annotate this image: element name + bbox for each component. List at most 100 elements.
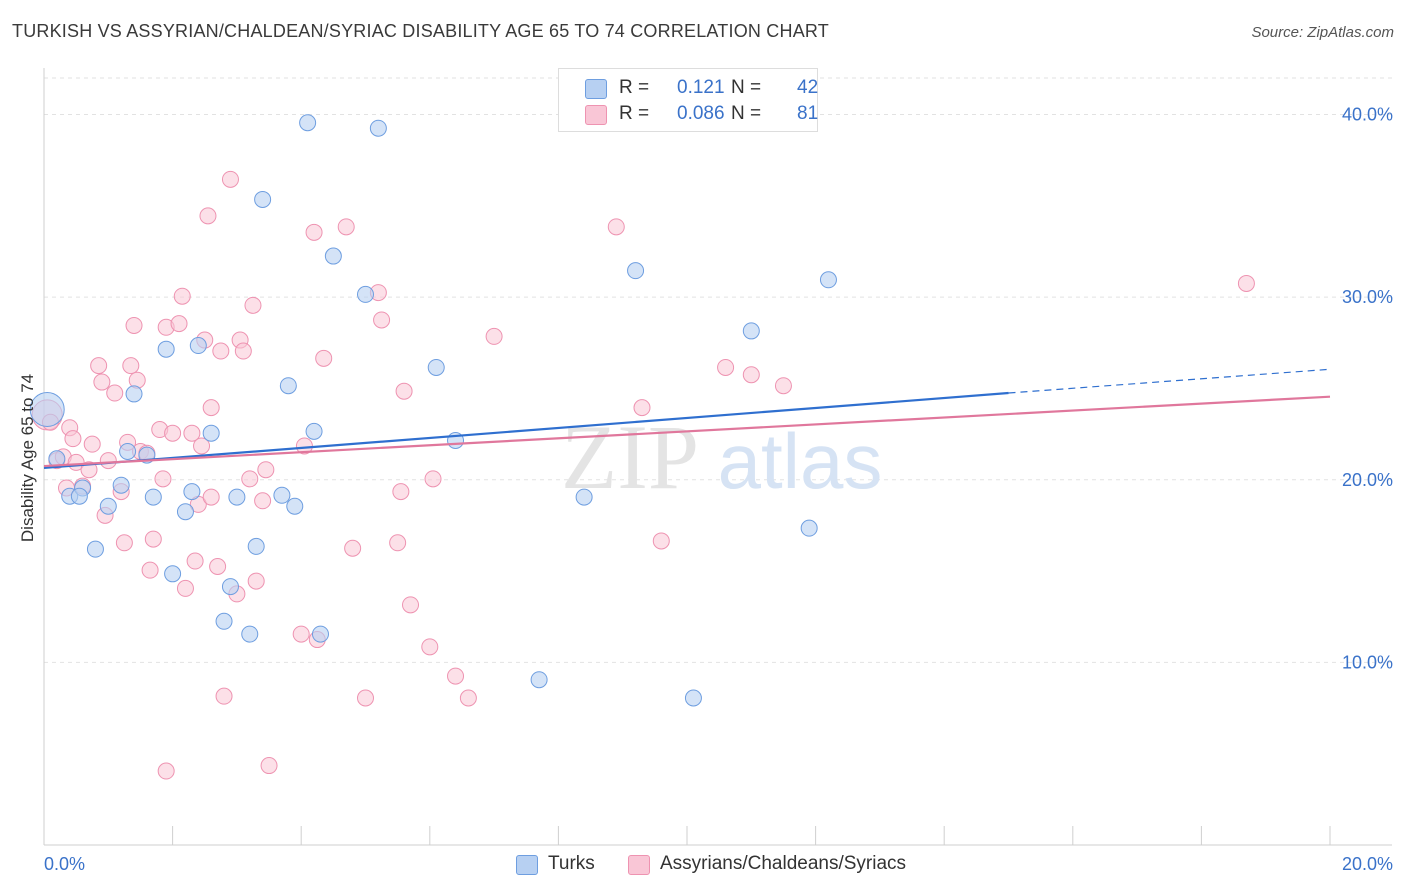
assyrians-point <box>652 532 670 550</box>
assyrians-point <box>221 170 239 188</box>
turks-point <box>286 497 304 515</box>
turks-point <box>144 488 162 506</box>
assyrians-swatch <box>585 105 607 125</box>
turks-point <box>99 497 117 515</box>
trend-lines <box>43 368 1331 469</box>
assyrians-point <box>212 342 230 360</box>
assyrians-point <box>141 561 159 579</box>
turks-trend-line <box>43 391 1009 469</box>
turks-point <box>684 689 702 707</box>
turks-point <box>273 486 291 504</box>
assyrians-point <box>170 315 188 333</box>
assyrians-legend-swatch <box>628 855 650 875</box>
legend-n-value-assyrians: 81 <box>797 103 819 124</box>
turks-point <box>254 190 272 208</box>
assyrians-point <box>90 357 108 375</box>
legend-n-value-turks: 42 <box>797 77 819 98</box>
turks-point <box>119 442 137 460</box>
assyrians-point <box>395 382 413 400</box>
assyrians-point <box>424 470 442 488</box>
turks-point <box>530 671 548 689</box>
legend-r-label: R = <box>619 103 650 124</box>
turks-point <box>369 119 387 137</box>
turks-point <box>164 565 182 583</box>
assyrians-point <box>244 296 262 314</box>
x-tick-label: 20.0% <box>1342 854 1393 874</box>
watermark-atlas: atlas <box>718 417 883 505</box>
turks-point <box>157 340 175 358</box>
assyrians-point <box>742 366 760 384</box>
assyrians-point <box>389 534 407 552</box>
turks-point <box>324 247 342 265</box>
turks-point <box>427 358 445 376</box>
turks-point <box>86 540 104 558</box>
assyrians-point <box>106 384 124 402</box>
tick-labels: 10.0% 20.0% 30.0% 40.0% 0.0% 20.0% <box>44 105 1393 874</box>
assyrians-point <box>459 689 477 707</box>
turks-point <box>627 262 645 280</box>
assyrians-point <box>607 218 625 236</box>
chart-title: TURKISH VS ASSYRIAN/CHALDEAN/SYRIAC DISA… <box>12 21 829 41</box>
turks-point <box>112 476 130 494</box>
assyrians-point <box>392 483 410 501</box>
assyrians-point <box>64 430 82 448</box>
assyrians-point <box>209 558 227 576</box>
assyrians-point <box>247 572 265 590</box>
assyrians-point <box>202 399 220 417</box>
assyrians-point <box>173 287 191 305</box>
assyrians-point <box>402 596 420 614</box>
assyrians-point <box>241 470 259 488</box>
turks-point <box>742 322 760 340</box>
turks-point <box>29 391 65 427</box>
assyrians-point <box>774 377 792 395</box>
y-tick-label: 20.0% <box>1342 470 1393 490</box>
assyrians-point <box>93 373 111 391</box>
assyrians-point <box>254 492 272 510</box>
assyrians-point <box>199 207 217 225</box>
turks-point <box>279 377 297 395</box>
assyrians-point <box>447 667 465 685</box>
turks-point <box>183 483 201 501</box>
legend-r-label: R = <box>619 77 650 98</box>
assyrians-point <box>115 534 133 552</box>
assyrians-point <box>157 762 175 780</box>
y-tick-label: 10.0% <box>1342 652 1393 672</box>
turks-point <box>176 503 194 521</box>
y-axis-title: Disability Age 65 to 74 <box>18 373 37 543</box>
assyrians-point <box>337 218 355 236</box>
watermark: ZIP atlas <box>561 406 882 508</box>
turks-point <box>575 488 593 506</box>
turks-point <box>221 578 239 596</box>
turks-point <box>202 424 220 442</box>
y-tick-label: 40.0% <box>1342 105 1393 125</box>
assyrians-point <box>183 424 201 442</box>
source-credit: Source: ZipAtlas.com <box>1251 24 1394 41</box>
turks-point <box>241 625 259 643</box>
assyrians-point <box>99 452 117 470</box>
turks-point <box>819 271 837 289</box>
assyrians-point <box>176 579 194 597</box>
legend-n-label: N = <box>731 77 762 98</box>
turks-point <box>311 625 329 643</box>
assyrians-point <box>234 342 252 360</box>
legend-n-label: N = <box>731 103 762 124</box>
turks-point <box>189 337 207 355</box>
turks-point <box>800 519 818 537</box>
assyrians-point <box>1237 274 1255 292</box>
y-tick-label: 30.0% <box>1342 287 1393 307</box>
turks-legend-label: Turks <box>548 853 595 874</box>
assyrians-point <box>154 470 172 488</box>
assyrians-point <box>485 327 503 345</box>
axes <box>43 68 1392 846</box>
assyrians-point <box>344 539 362 557</box>
assyrians-point <box>373 311 391 329</box>
assyrians-point <box>305 223 323 241</box>
assyrians-point <box>315 349 333 367</box>
legend-r-value-assyrians: 0.086 <box>677 103 725 124</box>
assyrians-point <box>260 757 278 775</box>
assyrians-point <box>125 316 143 334</box>
assyrians-point <box>164 424 182 442</box>
turks-point <box>125 385 143 403</box>
turks-point <box>228 488 246 506</box>
